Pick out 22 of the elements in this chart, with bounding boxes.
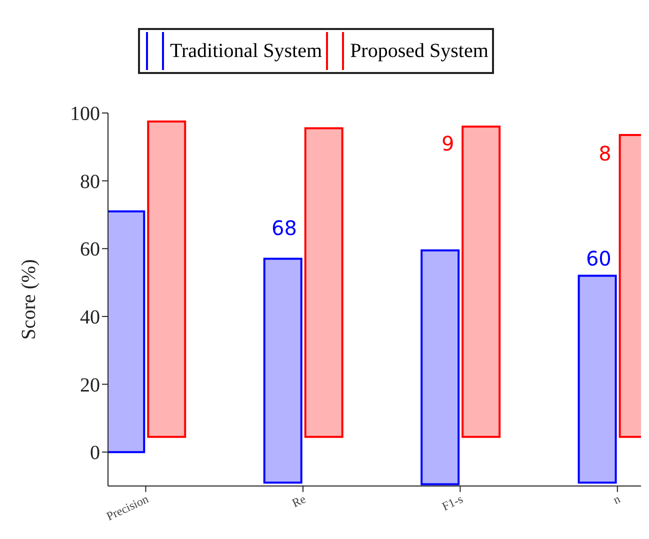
y-tick-label: 60: [80, 238, 100, 261]
bar: [263, 258, 302, 484]
y-tick-label: 20: [80, 374, 100, 396]
x-tick-label: n: [610, 492, 622, 507]
y-tick-label: 40: [80, 306, 100, 329]
x-tick-label: F1-s: [440, 492, 466, 514]
legend-label: Proposed System: [350, 40, 488, 62]
annotation: 9: [441, 131, 454, 156]
y-tick-label: 0: [90, 442, 100, 464]
bar: [304, 127, 344, 438]
annotation: 8: [598, 141, 612, 166]
x-tick-label: Re: [290, 492, 308, 510]
legend-label: Traditional System: [170, 40, 322, 62]
bar: [578, 274, 617, 484]
y-axis-title: Score (%): [18, 259, 40, 340]
annotation: 60: [586, 246, 612, 271]
bar: [420, 249, 460, 486]
bar: [147, 120, 186, 438]
y-tick-label: 100: [70, 103, 100, 126]
bar: [462, 126, 501, 438]
annotation: 68: [272, 216, 297, 240]
y-tick-label: 80: [80, 170, 100, 193]
